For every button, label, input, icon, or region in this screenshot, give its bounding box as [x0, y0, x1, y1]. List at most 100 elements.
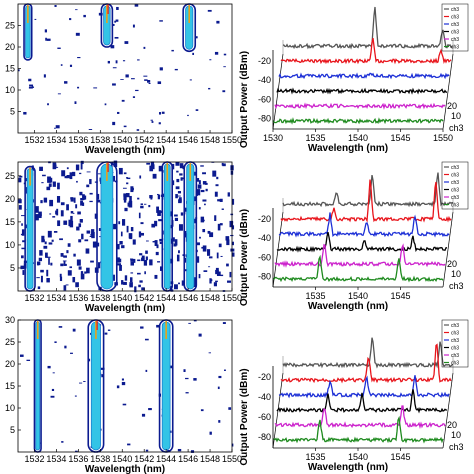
x-tick-label: 1530: [263, 133, 283, 143]
y-tick-label: 15: [5, 64, 15, 74]
legend-label: ch3: [451, 331, 459, 337]
x-tick-label: 1548: [200, 135, 220, 145]
contour-chart-top: 1532 1534 1536 1538 1540 1542 1544 1546 1548 1550…: [5, 3, 242, 156]
legend-label: ch3: [451, 45, 459, 51]
x-tick-label: 1544: [156, 293, 176, 303]
contour-noise: [197, 184, 202, 189]
contour-noise: [47, 103, 49, 106]
contour-noise: [123, 172, 127, 175]
contour-noise: [148, 408, 152, 411]
contour-band-inner: [161, 321, 171, 451]
x-tick-label: 1546: [178, 454, 198, 464]
contour-noise: [43, 197, 48, 203]
contour-noise: [72, 212, 75, 214]
contour-noise: [129, 277, 133, 283]
contour-noise: [80, 197, 85, 201]
contour-noise: [215, 280, 218, 283]
contour-noise: [207, 230, 211, 234]
y-tick-label: -20: [258, 56, 271, 66]
contour-noise: [80, 160, 84, 165]
legend-label: ch3: [451, 37, 459, 43]
x-tick-label: 1535: [305, 452, 325, 462]
contour-noise: [57, 47, 61, 49]
contour-band-peak: [188, 5, 190, 23]
contour-noise: [140, 326, 144, 329]
contour-band-peak: [95, 321, 97, 339]
contour-noise: [110, 45, 115, 49]
legend-label: ch3: [451, 180, 459, 186]
contour-noise: [28, 78, 32, 82]
x-axis-label: Wavelength (nm): [308, 462, 388, 473]
contour-noise: [200, 189, 205, 193]
contour-noise: [171, 49, 174, 52]
contour-noise: [85, 248, 90, 254]
contour-noise: [184, 269, 188, 272]
depth-axis-label: ch3: [449, 123, 464, 133]
contour-noise: [47, 230, 52, 238]
contour-noise: [53, 163, 57, 165]
contour-noise: [91, 229, 95, 235]
contour-noise: [225, 236, 230, 241]
contour-band-inner: [26, 168, 34, 290]
x-tick-label: 1536: [68, 135, 88, 145]
contour-noise: [205, 188, 208, 192]
contour-noise: [193, 277, 197, 284]
x-tick-label: 1535: [305, 133, 325, 143]
contour-noise: [140, 205, 144, 209]
x-tick-label: 1532: [24, 293, 44, 303]
y-tick-label: 10: [5, 403, 15, 413]
spectrum-series-line: [280, 179, 452, 223]
depth-tick-label: 10: [451, 269, 461, 279]
x-tick-label: 1532: [24, 135, 44, 145]
spectrum-series-line: [278, 72, 450, 80]
contour-noise: [200, 409, 204, 412]
x-tick-label: 1540: [348, 291, 368, 301]
contour-noise: [79, 172, 82, 175]
contour-noise: [192, 52, 195, 55]
contour-noise: [48, 186, 51, 188]
contour-noise: [66, 250, 69, 254]
contour-noise: [121, 245, 125, 249]
contour-noise: [202, 172, 206, 175]
contour-noise: [204, 203, 206, 206]
contour-panel-bottom: 1532 1534 1536 1538 1540 1542 1544 1546 1548 1550…: [0, 315, 242, 474]
contour-noise: [158, 219, 162, 222]
contour-noise: [63, 285, 67, 291]
x-tick-label: 1542: [134, 293, 154, 303]
contour-noise: [80, 200, 83, 206]
contour-noise: [215, 267, 219, 273]
contour-noise: [157, 261, 161, 263]
contour-noise: [83, 14, 86, 18]
y-tick-label: -60: [258, 412, 271, 422]
contour-noise: [176, 170, 179, 173]
contour-noise: [54, 127, 56, 129]
contour-noise: [193, 218, 197, 224]
x-tick-label: 1548: [200, 454, 220, 464]
contour-noise: [86, 230, 91, 234]
contour-noise: [120, 231, 123, 237]
contour-noise: [176, 195, 181, 197]
contour-noise: [97, 173, 102, 175]
contour-noise: [141, 413, 146, 417]
contour-noise: [60, 202, 65, 206]
y-tick-label: -80: [258, 114, 271, 124]
x-axis-label: Wavelength (nm): [85, 145, 165, 156]
contour-noise: [64, 81, 68, 84]
contour-noise: [157, 210, 161, 216]
contour-noise: [65, 284, 69, 286]
contour-noise: [52, 162, 57, 170]
y-tick-label: 25: [5, 171, 15, 181]
contour-noise: [111, 24, 115, 26]
legend-label: ch3: [451, 361, 459, 367]
contour-noise: [227, 280, 231, 283]
contour-noise: [69, 64, 73, 67]
contour-noise: [89, 235, 94, 238]
x-tick-label: 1534: [46, 293, 66, 303]
y-axis-label: Output Power (dBm): [239, 368, 250, 465]
contour-noise: [196, 242, 200, 246]
contour-noise: [198, 274, 201, 279]
contour-noise: [104, 103, 107, 106]
contour-noise: [56, 196, 61, 203]
contour-noise: [120, 79, 124, 80]
contour-noise: [198, 207, 201, 210]
